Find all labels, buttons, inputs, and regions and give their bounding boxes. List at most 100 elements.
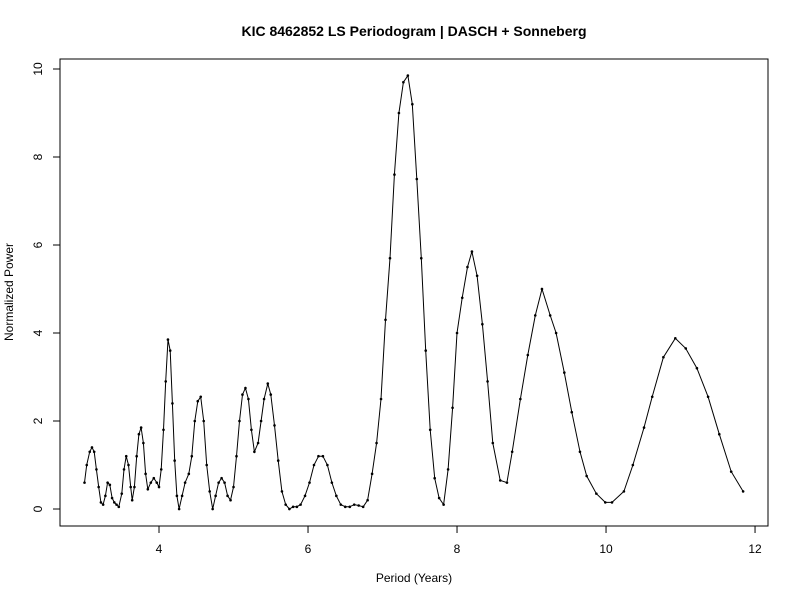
y-tick-label: 4	[31, 329, 45, 336]
chart-title: KIC 8462852 LS Periodogram | DASCH + Son…	[241, 23, 586, 39]
data-point	[729, 470, 733, 473]
data-point	[120, 492, 124, 495]
data-point	[117, 505, 121, 509]
data-point	[433, 476, 436, 480]
data-point	[466, 265, 469, 269]
data-point	[284, 503, 287, 506]
data-point	[183, 481, 187, 484]
data-point	[446, 468, 450, 471]
data-point	[533, 314, 537, 317]
data-point	[171, 402, 174, 405]
y-tick-label: 0	[31, 505, 45, 512]
data-point	[570, 410, 574, 414]
data-point	[642, 426, 646, 429]
data-point	[650, 395, 654, 399]
data-point	[247, 397, 250, 401]
data-point	[308, 481, 311, 484]
data-point	[595, 492, 598, 495]
data-point	[481, 322, 484, 326]
data-point	[280, 490, 284, 493]
data-point	[384, 318, 387, 322]
data-point	[470, 250, 474, 253]
data-point	[498, 479, 502, 482]
data-point	[214, 494, 217, 498]
data-point	[706, 395, 710, 399]
data-point	[144, 472, 147, 476]
data-point	[424, 349, 428, 352]
data-point	[95, 468, 98, 471]
data-point	[348, 505, 352, 509]
data-point	[585, 474, 588, 478]
data-point	[173, 459, 176, 462]
data-point	[196, 399, 200, 403]
data-point	[393, 173, 396, 176]
data-point	[370, 472, 374, 476]
data-point	[717, 432, 721, 436]
x-tick-label: 8	[454, 542, 461, 556]
data-point	[563, 371, 566, 374]
data-point	[455, 331, 459, 335]
data-point	[510, 450, 514, 454]
data-point	[235, 454, 238, 458]
x-axis-label: Period (Years)	[376, 571, 452, 585]
data-point	[208, 490, 211, 493]
data-point	[330, 481, 334, 484]
data-point	[578, 450, 582, 454]
data-point	[361, 505, 365, 509]
data-point	[695, 366, 699, 370]
data-point	[129, 485, 133, 489]
data-point	[339, 503, 343, 506]
data-point	[397, 111, 401, 115]
data-point	[205, 463, 208, 467]
y-tick-label: 6	[31, 241, 45, 248]
data-point	[266, 382, 270, 385]
data-point	[180, 494, 184, 498]
data-point	[379, 397, 383, 401]
data-point	[211, 507, 214, 511]
data-point	[108, 483, 112, 487]
data-point	[526, 353, 530, 357]
data-point	[250, 428, 253, 432]
data-point	[312, 463, 316, 467]
data-point	[99, 501, 103, 504]
y-axis-label: Normalized Power	[2, 243, 16, 341]
data-point	[269, 393, 273, 396]
data-point	[540, 287, 544, 291]
data-point	[554, 331, 558, 335]
data-point	[166, 338, 170, 341]
data-point	[193, 419, 197, 423]
data-point	[288, 507, 291, 511]
x-tick-label: 4	[156, 542, 163, 556]
data-point	[366, 498, 369, 502]
plot-box	[59, 58, 769, 527]
data-point	[491, 441, 495, 445]
data-point	[343, 505, 347, 509]
data-point	[97, 485, 100, 489]
data-point	[104, 494, 107, 498]
data-point	[187, 472, 191, 476]
data-point	[122, 468, 126, 471]
data-point	[92, 450, 96, 454]
data-point	[357, 504, 360, 507]
data-point	[299, 503, 302, 506]
data-point	[437, 496, 441, 500]
data-point	[229, 498, 232, 502]
data-point	[415, 177, 419, 181]
data-point	[428, 428, 432, 432]
data-point	[124, 454, 128, 458]
data-point	[85, 463, 89, 467]
data-point	[291, 505, 295, 509]
data-point	[159, 468, 163, 471]
data-point	[83, 481, 86, 484]
data-point	[244, 386, 247, 390]
data-point	[162, 428, 165, 432]
data-point	[352, 503, 356, 506]
data-point	[175, 494, 179, 498]
data-point	[149, 481, 153, 484]
y-tick-label: 2	[31, 417, 45, 424]
data-point	[142, 441, 145, 445]
data-point	[256, 441, 260, 445]
data-point	[741, 490, 745, 493]
